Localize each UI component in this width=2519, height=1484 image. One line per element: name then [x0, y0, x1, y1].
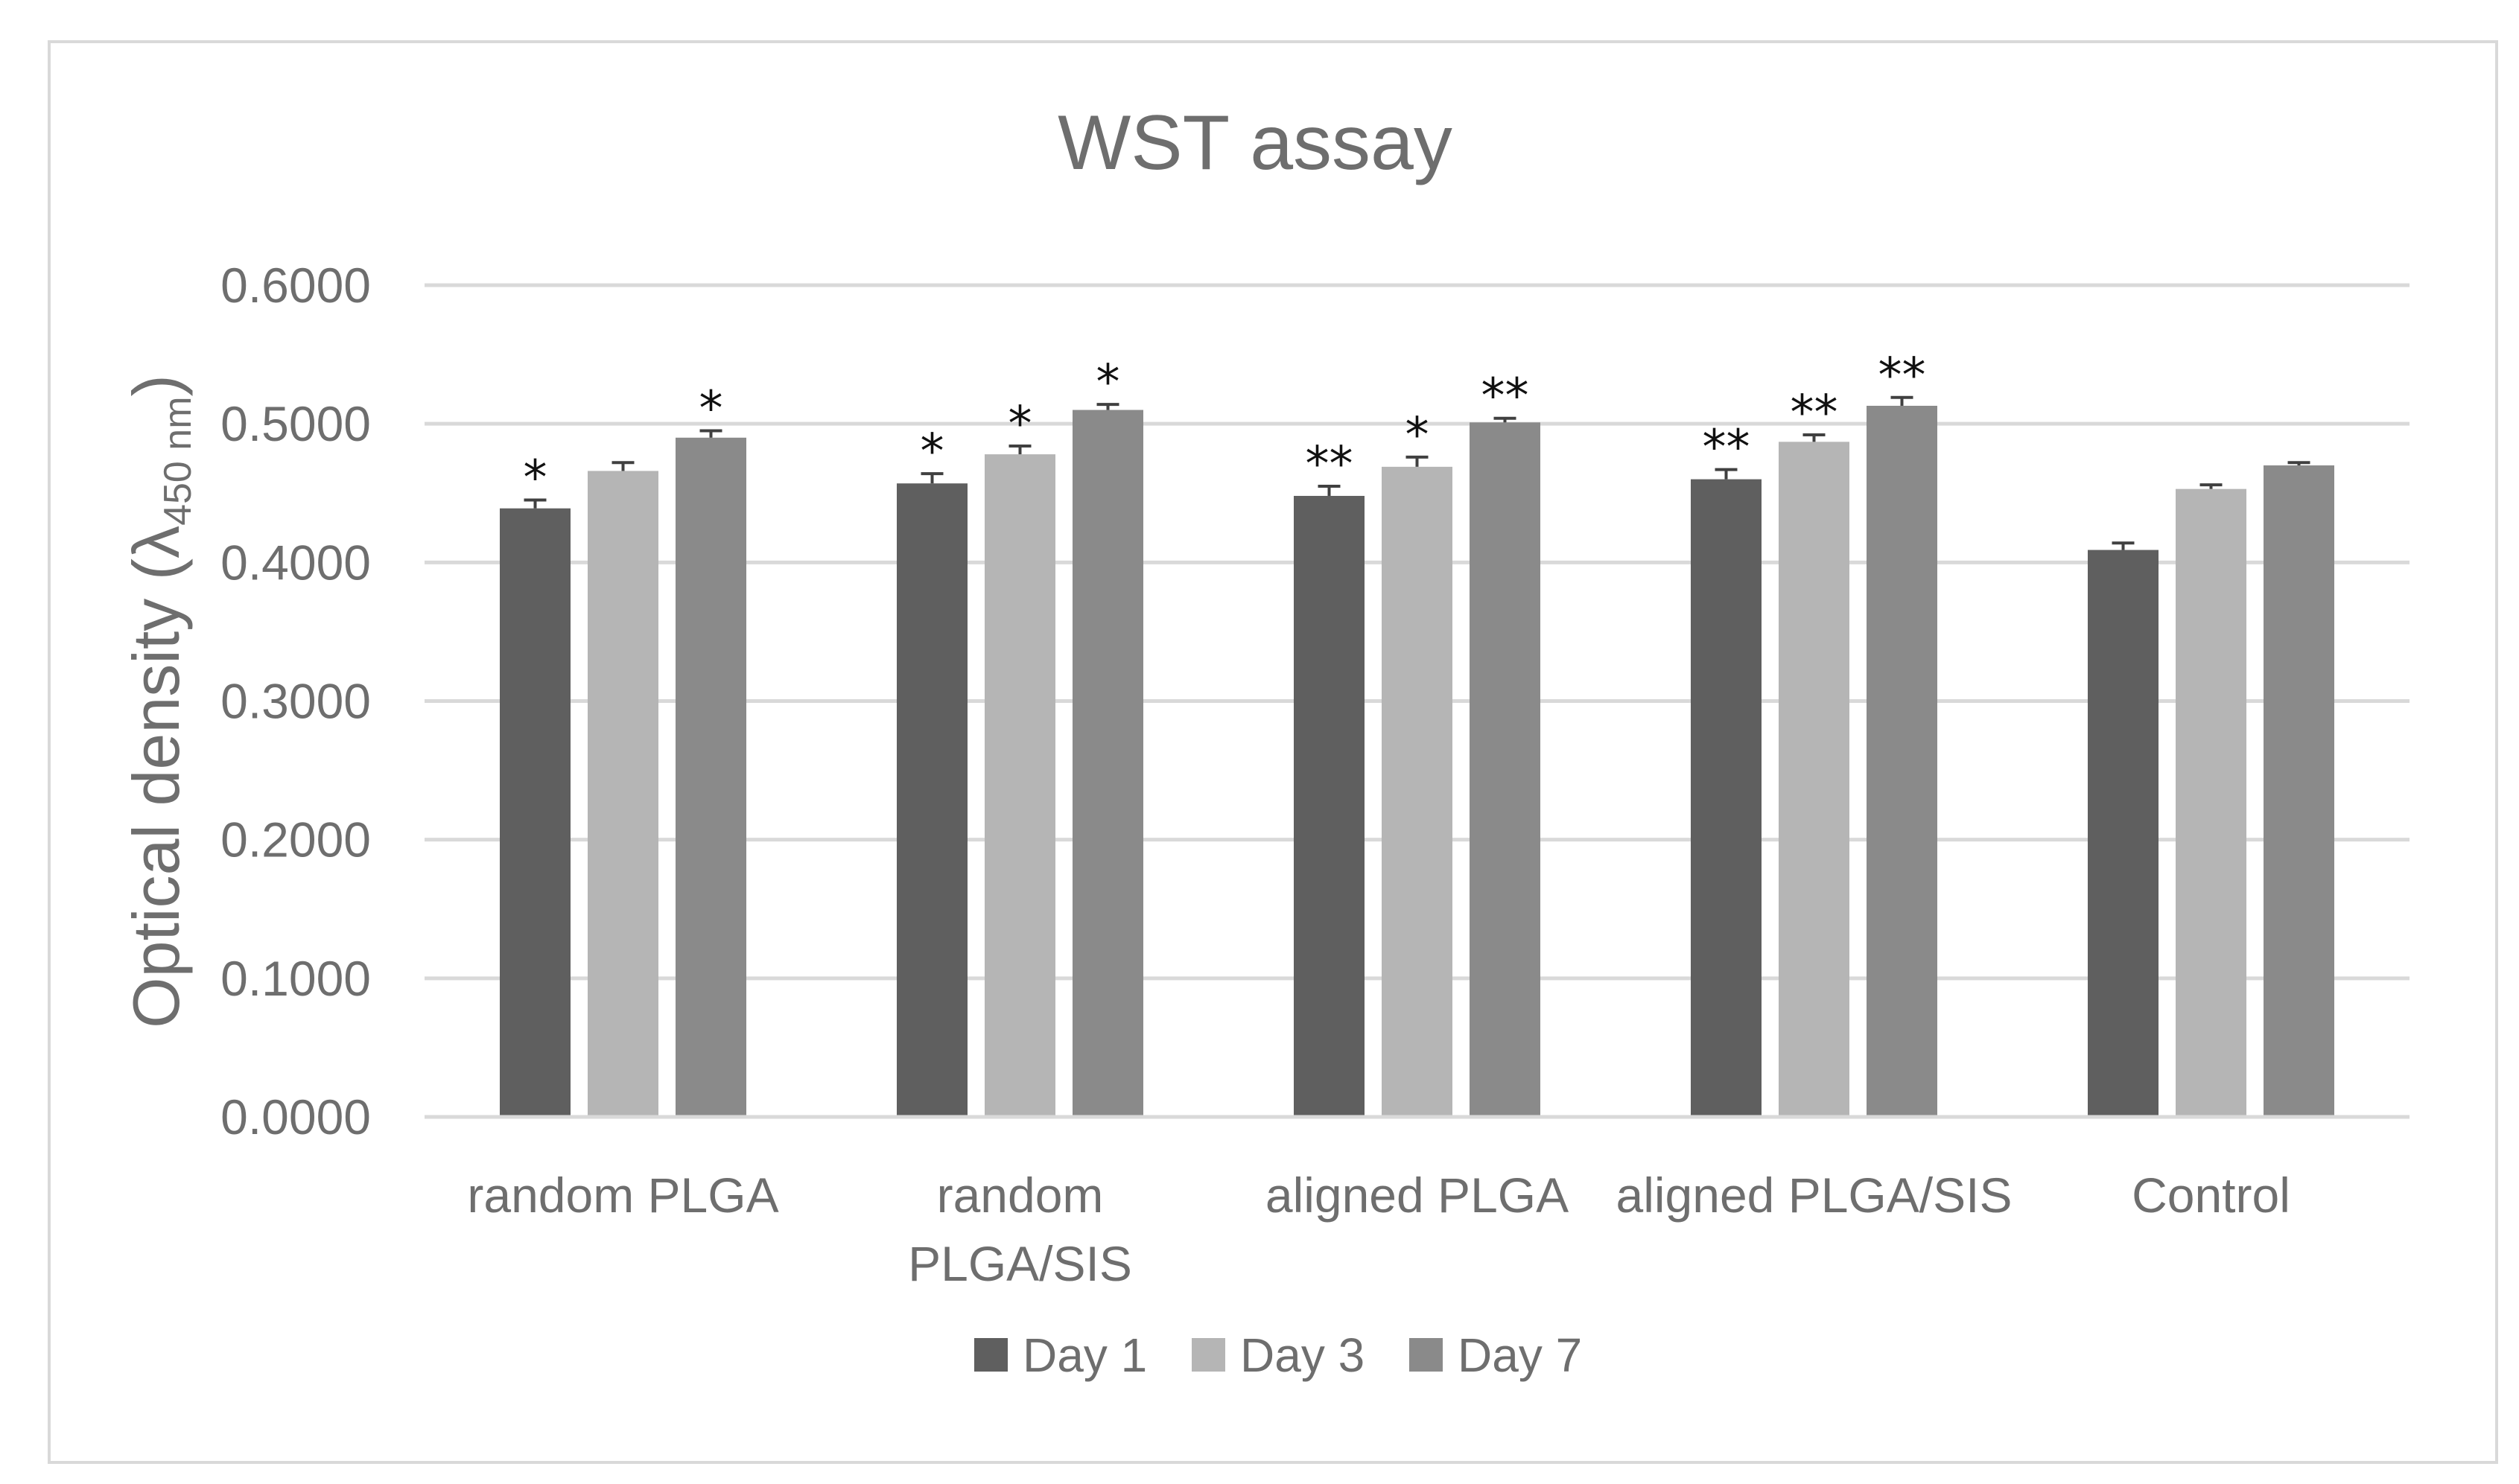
- bar-day-1: [1691, 479, 1762, 1117]
- x-category-label: aligned PLGA: [1265, 1168, 1569, 1223]
- bar-day-1: [500, 508, 571, 1117]
- y-tick-label: 0.1000: [220, 951, 371, 1006]
- significance-marker: **: [1703, 421, 1750, 476]
- y-axis-label: Optical density (λ450 nm): [119, 375, 200, 1028]
- significance-marker: *: [1008, 397, 1032, 452]
- y-tick-label: 0.0000: [220, 1089, 371, 1144]
- bar-day-1: [2088, 550, 2159, 1117]
- bar-day-7: [1867, 405, 1937, 1117]
- bar-day-7: [676, 437, 746, 1117]
- significance-marker: **: [1481, 369, 1529, 424]
- y-tick-label: 0.2000: [220, 812, 371, 867]
- y-tick-label: 0.4000: [220, 535, 371, 590]
- legend-label: Day 3: [1240, 1328, 1365, 1382]
- significance-marker: *: [524, 451, 547, 506]
- bar-day-3: [1779, 442, 1849, 1117]
- x-category-label: PLGA/SIS: [908, 1236, 1132, 1291]
- bar-day-7: [2264, 465, 2334, 1117]
- bar-day-3: [1382, 466, 1452, 1117]
- y-tick-label: 0.6000: [220, 258, 371, 313]
- chart-title: WST assay: [1058, 100, 1452, 186]
- bar-day-7: [1073, 410, 1143, 1117]
- significance-marker: **: [1878, 348, 1926, 404]
- bar-day-3: [985, 454, 1055, 1117]
- bar-day-1: [897, 483, 968, 1117]
- bar-day-3: [2176, 488, 2246, 1117]
- y-tick-label: 0.5000: [220, 396, 371, 451]
- bar-day-7: [1470, 422, 1540, 1117]
- legend-swatch: [1409, 1338, 1443, 1372]
- legend-label: Day 7: [1458, 1328, 1582, 1382]
- significance-marker: *: [1096, 355, 1120, 410]
- bar-day-3: [588, 471, 658, 1117]
- x-category-label: aligned PLGA/SIS: [1616, 1168, 2013, 1223]
- bar-day-1: [1294, 495, 1365, 1117]
- legend-swatch: [974, 1338, 1008, 1372]
- significance-marker: **: [1791, 386, 1838, 441]
- significance-marker: **: [1306, 437, 1353, 492]
- x-category-label: Control: [2132, 1168, 2290, 1223]
- significance-marker: *: [1405, 408, 1429, 463]
- x-category-label: random: [937, 1168, 1104, 1223]
- y-tick-label: 0.3000: [220, 674, 371, 729]
- x-category-label: random PLGA: [467, 1168, 778, 1223]
- significance-marker: *: [699, 381, 723, 436]
- legend-label: Day 1: [1023, 1328, 1147, 1382]
- legend-swatch: [1192, 1338, 1225, 1372]
- significance-marker: *: [921, 424, 944, 480]
